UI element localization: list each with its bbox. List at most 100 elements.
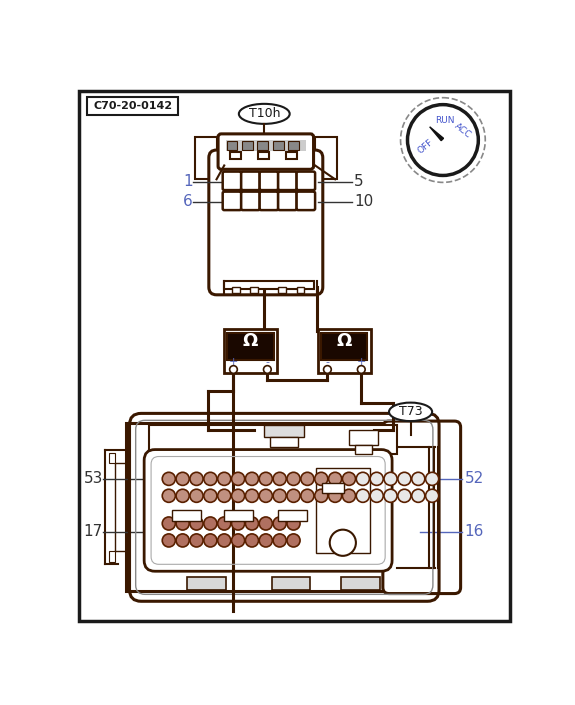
Circle shape: [162, 489, 175, 503]
Circle shape: [218, 472, 231, 485]
Bar: [227, 141, 237, 150]
Circle shape: [259, 517, 273, 530]
Circle shape: [315, 472, 328, 485]
Bar: [187, 577, 226, 589]
Bar: [224, 281, 313, 288]
Bar: [149, 425, 397, 454]
Bar: [278, 510, 308, 521]
Circle shape: [259, 534, 273, 547]
Circle shape: [229, 366, 237, 374]
Circle shape: [370, 472, 384, 485]
Circle shape: [162, 534, 175, 547]
Bar: [227, 333, 274, 360]
Text: +: +: [229, 357, 238, 367]
Circle shape: [358, 366, 365, 374]
Circle shape: [246, 534, 259, 547]
Circle shape: [204, 534, 217, 547]
Circle shape: [259, 489, 273, 503]
Circle shape: [273, 517, 286, 530]
FancyBboxPatch shape: [297, 171, 315, 190]
Bar: [226, 140, 306, 151]
FancyBboxPatch shape: [278, 192, 297, 210]
Circle shape: [384, 472, 397, 485]
Circle shape: [273, 489, 286, 503]
Text: -: -: [325, 357, 329, 367]
Circle shape: [204, 517, 217, 530]
FancyBboxPatch shape: [241, 192, 260, 210]
Ellipse shape: [239, 104, 290, 124]
FancyBboxPatch shape: [223, 192, 241, 210]
Circle shape: [246, 517, 259, 530]
Text: 17: 17: [84, 525, 103, 539]
Circle shape: [259, 472, 273, 485]
Circle shape: [426, 489, 439, 503]
Bar: [87, 97, 178, 116]
Circle shape: [162, 472, 175, 485]
Circle shape: [273, 534, 286, 547]
Text: 1: 1: [183, 174, 193, 189]
Circle shape: [343, 472, 355, 485]
Circle shape: [232, 489, 244, 503]
Text: Ω: Ω: [243, 332, 258, 350]
Bar: [318, 329, 370, 372]
Bar: [321, 333, 367, 360]
Bar: [126, 424, 428, 591]
Bar: [270, 437, 298, 446]
Bar: [231, 152, 241, 159]
Bar: [109, 453, 115, 463]
Bar: [109, 551, 115, 562]
Circle shape: [328, 489, 342, 503]
Text: RUN: RUN: [435, 116, 455, 125]
Circle shape: [204, 489, 217, 503]
Bar: [286, 152, 297, 159]
FancyBboxPatch shape: [383, 421, 461, 594]
Text: 5: 5: [354, 174, 364, 189]
Circle shape: [218, 489, 231, 503]
Circle shape: [370, 489, 384, 503]
Bar: [264, 425, 304, 437]
Bar: [288, 141, 299, 150]
Circle shape: [356, 472, 369, 485]
Bar: [355, 445, 372, 454]
Text: +: +: [356, 357, 366, 367]
FancyBboxPatch shape: [297, 192, 315, 210]
Bar: [342, 577, 380, 589]
Text: Ω: Ω: [337, 332, 352, 350]
Circle shape: [190, 517, 203, 530]
Bar: [297, 287, 304, 293]
Circle shape: [301, 489, 314, 503]
Circle shape: [324, 366, 331, 374]
Circle shape: [301, 472, 314, 485]
Circle shape: [190, 489, 203, 503]
Circle shape: [398, 489, 411, 503]
Circle shape: [343, 489, 355, 503]
Circle shape: [329, 529, 356, 556]
Bar: [251, 287, 258, 293]
Text: 6: 6: [183, 194, 193, 209]
Circle shape: [176, 517, 189, 530]
Circle shape: [232, 472, 244, 485]
FancyBboxPatch shape: [260, 171, 278, 190]
Circle shape: [263, 366, 271, 374]
Text: 53: 53: [83, 472, 103, 486]
Circle shape: [287, 517, 300, 530]
Circle shape: [190, 534, 203, 547]
Circle shape: [232, 517, 244, 530]
Circle shape: [162, 517, 175, 530]
Bar: [258, 152, 269, 159]
Text: C70-20-0142: C70-20-0142: [93, 101, 172, 111]
Bar: [242, 141, 253, 150]
Text: OFF: OFF: [416, 137, 435, 155]
Text: T10h: T10h: [248, 107, 280, 121]
Circle shape: [287, 534, 300, 547]
Bar: [278, 287, 286, 293]
Circle shape: [426, 472, 439, 485]
Text: 16: 16: [465, 525, 484, 539]
Bar: [349, 429, 378, 445]
Text: 52: 52: [465, 472, 484, 486]
Circle shape: [190, 472, 203, 485]
Circle shape: [273, 472, 286, 485]
Circle shape: [412, 472, 425, 485]
Circle shape: [218, 534, 231, 547]
Circle shape: [401, 98, 485, 183]
